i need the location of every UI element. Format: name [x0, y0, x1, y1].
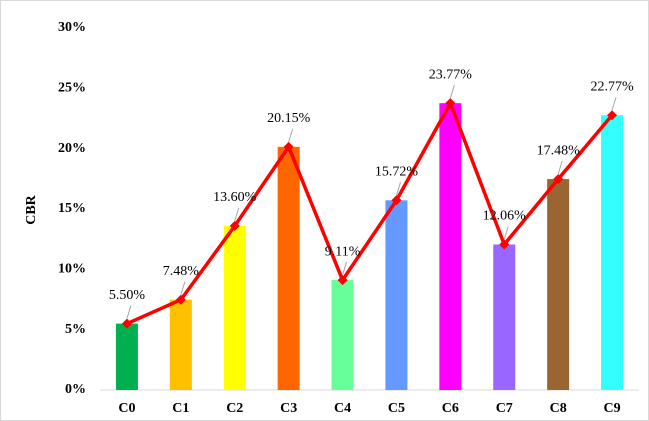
- line-marker: [175, 294, 186, 305]
- y-tick-label: 25%: [58, 81, 86, 96]
- y-tick-label: 20%: [58, 141, 86, 156]
- x-tick-label: C4: [334, 401, 351, 416]
- line-marker: [607, 110, 618, 121]
- y-tick-label: 5%: [65, 322, 86, 337]
- data-label: 17.48%: [537, 143, 581, 158]
- line: [126, 99, 614, 326]
- x-tick-label: C0: [118, 401, 135, 416]
- data-label: 9.11%: [325, 244, 361, 259]
- label-leader: [611, 97, 617, 111]
- label-leader: [449, 85, 455, 99]
- data-label: 12.06%: [483, 209, 527, 224]
- data-label: 7.48%: [163, 264, 200, 279]
- label-leader: [342, 261, 348, 276]
- bar: [277, 146, 300, 390]
- bar: [493, 244, 516, 390]
- data-label: 5.50%: [109, 288, 146, 303]
- line-marker: [229, 220, 240, 231]
- bar: [115, 323, 138, 390]
- line-marker: [121, 318, 132, 329]
- label-leader: [557, 160, 563, 175]
- x-tick-label: C6: [442, 401, 459, 416]
- x-tick-label: C3: [280, 401, 297, 416]
- x-tick-label: C9: [603, 401, 620, 416]
- label-leader: [234, 207, 240, 222]
- bar: [385, 200, 408, 390]
- bar: [547, 179, 570, 390]
- x-tick-label: C8: [550, 401, 567, 416]
- data-label: 15.72%: [375, 165, 419, 180]
- line-marker: [391, 195, 402, 206]
- label-leader: [126, 305, 132, 319]
- data-label: 13.60%: [213, 190, 257, 205]
- bar: [439, 103, 462, 391]
- line-marker: [553, 174, 564, 185]
- data-label: 23.77%: [429, 67, 473, 82]
- label-leader: [503, 226, 509, 240]
- label-leader: [288, 128, 294, 143]
- bar: [223, 225, 246, 390]
- data-label: 22.77%: [590, 79, 634, 94]
- x-tick-label: C7: [496, 401, 513, 416]
- line-marker: [499, 239, 510, 250]
- line-marker: [445, 98, 456, 109]
- y-tick-label: 15%: [58, 201, 86, 216]
- y-tick-label: 0%: [65, 382, 86, 397]
- y-tick-label: 10%: [58, 262, 86, 277]
- y-tick-label: 30%: [58, 20, 86, 35]
- label-leader: [180, 281, 186, 295]
- x-tick-label: C2: [226, 401, 243, 416]
- bar: [331, 280, 354, 390]
- bar: [601, 115, 624, 390]
- bar: [169, 299, 192, 390]
- line-marker: [283, 141, 294, 152]
- data-label: 20.15%: [267, 111, 311, 126]
- x-tick-label: C1: [172, 401, 189, 416]
- line-marker: [337, 275, 348, 286]
- x-tick-label: C5: [388, 401, 405, 416]
- y-axis-label: CBR: [24, 194, 39, 224]
- label-leader: [395, 182, 401, 196]
